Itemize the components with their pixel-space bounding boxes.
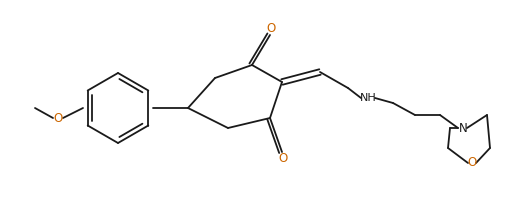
Text: O: O	[267, 22, 276, 34]
Text: NH: NH	[359, 93, 376, 103]
Text: O: O	[278, 152, 288, 166]
Text: O: O	[54, 112, 63, 124]
Text: N: N	[459, 121, 467, 135]
Text: O: O	[467, 157, 477, 169]
